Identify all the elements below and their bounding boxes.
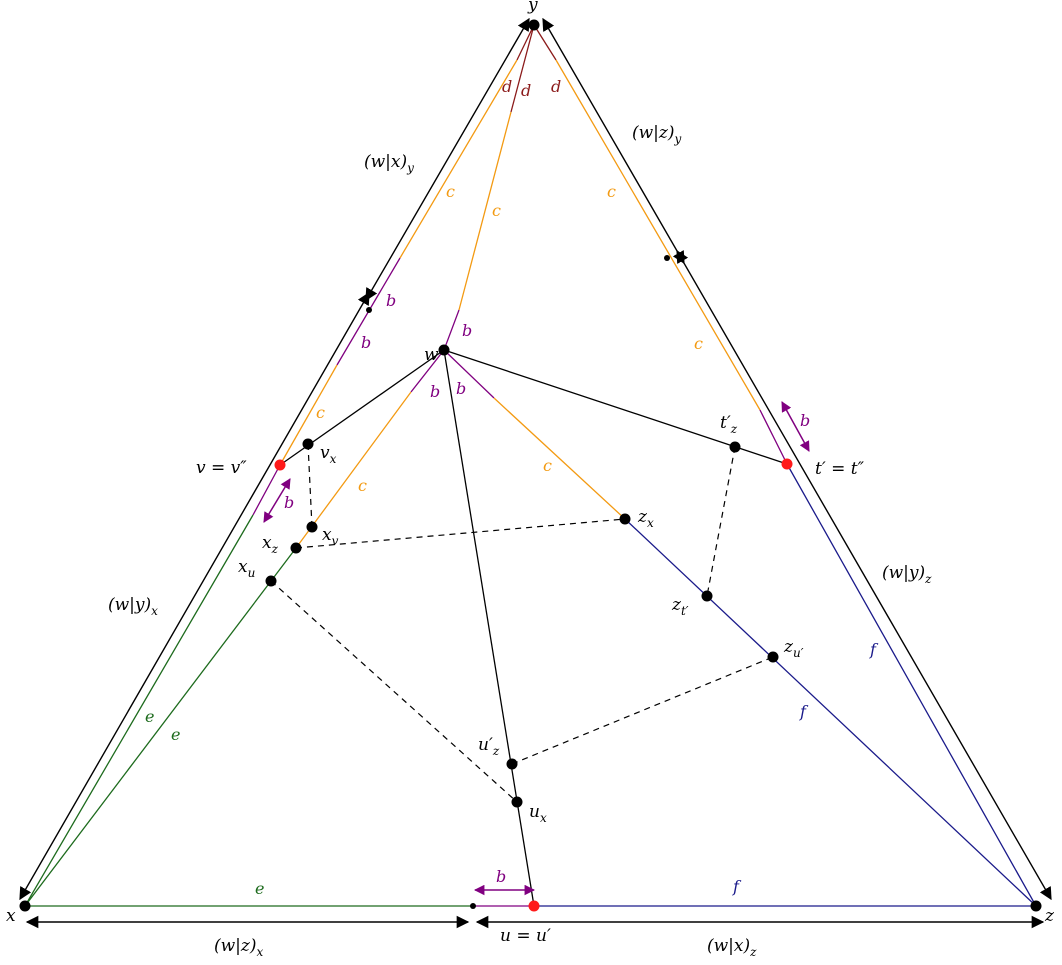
label-y: y — [527, 0, 538, 15]
seg-c-5: c — [316, 403, 325, 422]
side-yx-orange — [399, 59, 518, 259]
purple-arrows — [263, 401, 810, 896]
point-ux — [511, 796, 523, 808]
point-uz — [506, 758, 518, 770]
gromov-wy-z: (w|y)z — [882, 563, 932, 586]
dash-xz-zx — [295, 518, 626, 549]
small-dot-bottom — [470, 903, 476, 909]
point-y — [528, 19, 540, 31]
geodesic-w-u — [443, 349, 535, 907]
path-wx-green — [24, 547, 297, 907]
label-xu: xu — [238, 557, 255, 580]
seg-c-1: c — [446, 182, 455, 201]
seg-b-2: b — [361, 333, 371, 352]
point-vx — [302, 438, 314, 450]
path-yw-purple — [443, 309, 460, 351]
label-w: w — [424, 345, 439, 365]
dash-tz-zt — [706, 446, 736, 597]
seg-f-1: f — [869, 640, 879, 659]
point-w — [438, 344, 450, 356]
dash-vx-xv — [307, 443, 313, 528]
seg-c-4: c — [694, 334, 703, 353]
dashed-connectors — [270, 443, 774, 803]
gromov-wx-y: (w|x)y — [364, 152, 414, 175]
dash-uz-zu — [511, 656, 774, 765]
seg-b-1: b — [386, 291, 396, 310]
side-yz-blue — [786, 463, 1037, 907]
point-tz — [729, 441, 741, 453]
seg-e-3: e — [255, 879, 264, 898]
seg-c-2: c — [492, 201, 501, 220]
seg-f-2: f — [799, 702, 809, 721]
gromov-wz-x: (w|z)x — [214, 936, 264, 959]
label-ux: ux — [529, 802, 547, 825]
path-wz-purple — [443, 349, 495, 399]
label-zx: zx — [637, 507, 654, 530]
point-xv — [306, 521, 318, 533]
point-u — [528, 900, 540, 912]
side-yx-purple-lower — [252, 464, 281, 516]
seg-d-mid: d — [521, 81, 531, 100]
path-wx-purple — [410, 349, 445, 393]
point-zx — [619, 513, 631, 525]
seg-b-8: b — [496, 867, 506, 886]
arrow-wz-y — [542, 17, 685, 265]
seg-d-right: d — [551, 77, 561, 96]
point-xu — [265, 575, 277, 587]
seg-b-6: b — [284, 493, 294, 512]
seg-c-7: c — [543, 456, 552, 475]
gromov-wz-y: (w|z)y — [632, 123, 682, 146]
label-t: t′ = t″ — [815, 459, 865, 479]
seg-e-1: e — [145, 707, 154, 726]
seg-f-3: f — [732, 877, 742, 896]
path-wz-orange — [493, 397, 626, 520]
path-yw-orange — [458, 111, 512, 311]
point-t — [781, 458, 793, 470]
seg-b-7: b — [800, 411, 810, 430]
seg-e-2: e — [171, 725, 180, 744]
label-zt: zt′ — [671, 595, 689, 618]
point-z — [1030, 900, 1042, 912]
label-vx: vx — [320, 443, 337, 466]
label-x: x — [6, 906, 16, 926]
side-yx-green — [24, 514, 254, 907]
purple-arrow-right — [781, 401, 810, 452]
gromov-wx-z: (w|x)z — [707, 936, 757, 959]
seg-c-6: c — [358, 476, 367, 495]
dash-xu-ux — [270, 580, 518, 803]
seg-c-3: c — [607, 182, 616, 201]
path-wz-blue — [624, 518, 1037, 907]
label-v: v = v″ — [196, 458, 247, 478]
label-z: z — [1044, 906, 1055, 926]
arrow-wx-y — [365, 17, 530, 302]
arrow-wy-z — [676, 249, 1052, 901]
gromov-arrows — [19, 17, 1052, 929]
arrow-wy-x — [19, 291, 370, 901]
point-xz — [290, 542, 302, 554]
gromov-wy-x: (w|y)x — [108, 595, 158, 618]
point-x — [19, 900, 31, 912]
side-yz-orange — [555, 59, 761, 411]
point-zu — [767, 651, 779, 663]
seg-b-4: b — [430, 382, 440, 401]
point-zt — [701, 590, 713, 602]
label-tz: t′z — [720, 413, 738, 436]
label-u: u = u′ — [500, 926, 551, 946]
seg-b-3: b — [462, 321, 472, 340]
side-yz-dark-red — [533, 24, 557, 61]
label-zu: zu′ — [783, 637, 804, 660]
small-dot-right — [664, 255, 670, 261]
small-dot-left — [366, 307, 372, 313]
label-xv: xv — [322, 525, 339, 548]
label-uz: u′z — [478, 735, 500, 758]
label-xz: xz — [262, 533, 279, 556]
seg-b-5: b — [456, 379, 466, 398]
point-v — [274, 459, 286, 471]
purple-arrow-left — [263, 478, 291, 523]
seg-d-left: d — [502, 77, 512, 96]
